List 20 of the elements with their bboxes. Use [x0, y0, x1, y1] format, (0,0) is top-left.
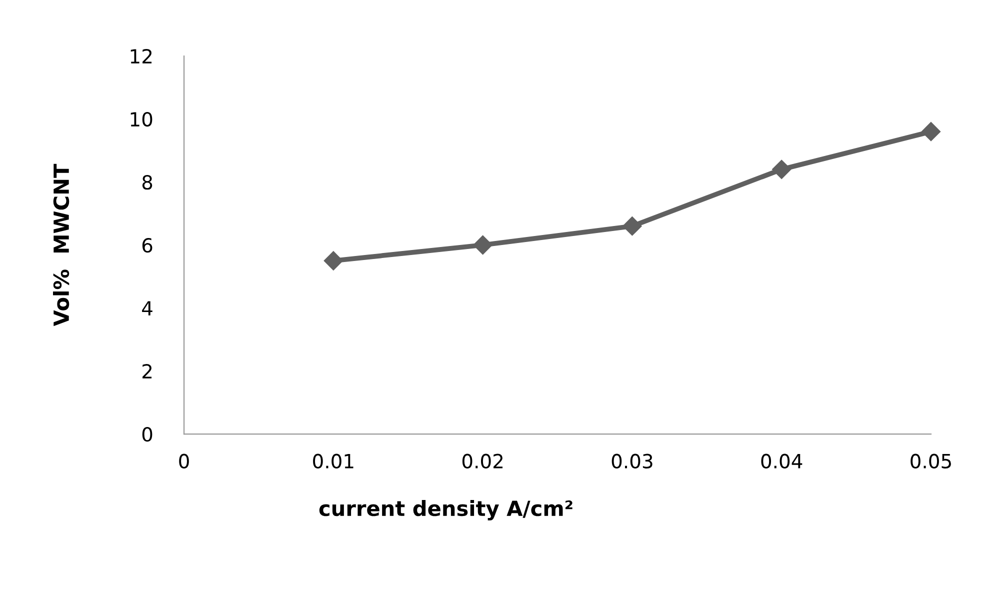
x-tick-label: 0.02: [462, 454, 503, 469]
y-tick-label: 6: [142, 238, 152, 253]
y-tick-label: 12: [130, 48, 152, 64]
x-tick-label: 0.04: [761, 454, 802, 469]
point: [622, 216, 642, 236]
x-tick-label: 0.01: [313, 454, 354, 469]
x-axis-title: current density A/cm²: [319, 500, 572, 520]
y-tick-label: 4: [142, 301, 152, 316]
point: [324, 251, 343, 270]
y-tick-label: 2: [142, 364, 152, 378]
y-axis-title: Vol% MWCNT: [53, 164, 70, 326]
y-tick-label: 8: [142, 174, 152, 190]
y-tick-label: 0: [142, 426, 152, 442]
point: [473, 235, 492, 255]
point: [921, 122, 941, 142]
x-tick-label: 0.05: [910, 454, 951, 469]
point: [772, 160, 792, 179]
x-tick-label: 0.03: [612, 454, 652, 469]
x-tick-label: 0: [179, 454, 189, 469]
y-tick-label: 10: [130, 112, 152, 127]
